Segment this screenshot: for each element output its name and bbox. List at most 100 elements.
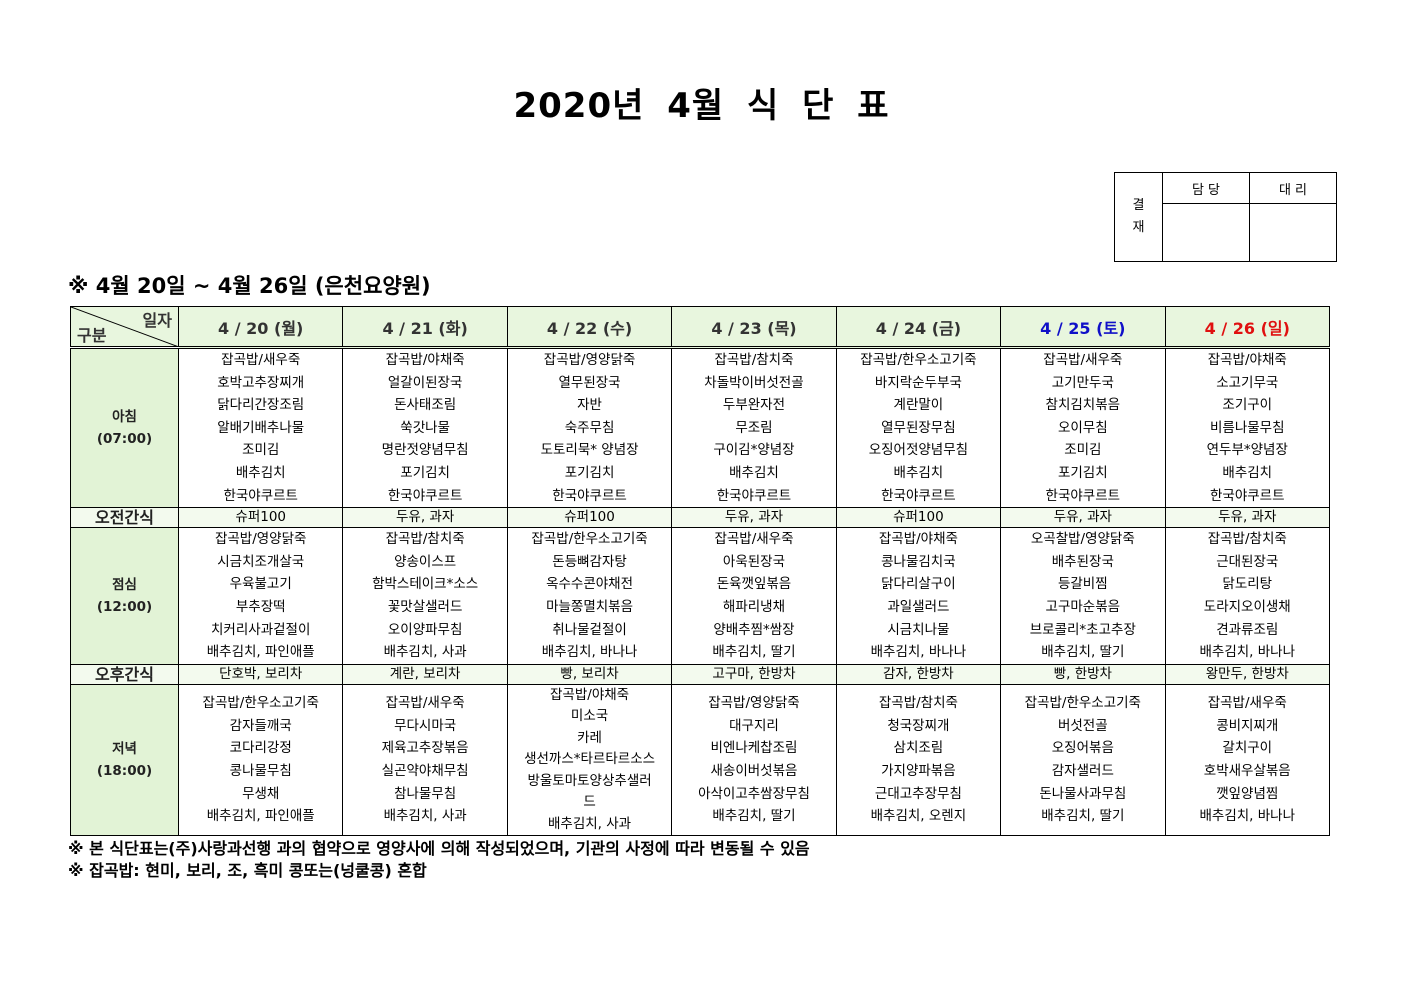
- menu-item: 두유, 과자: [724, 509, 784, 526]
- menu-item: 무다시마국: [394, 717, 457, 734]
- menu-item: 잡곡밥/새우죽: [385, 695, 465, 712]
- menu-cell: 잡곡밥/참치죽 청국장찌개 삼치조림 가지양파볶음 근대고추장무침 배추김치, 오렌지: [835, 683, 1002, 837]
- menu-item: 배추김치, 딸기: [712, 644, 796, 661]
- menu-item: 견과류조림: [1216, 621, 1279, 638]
- meal-label: 점심 (12:00): [70, 527, 179, 665]
- menu-item: 잡곡밥/새우죽: [714, 531, 794, 548]
- menu-item: 배추된장국: [1051, 553, 1114, 570]
- menu-item: 비름나물무침: [1210, 419, 1285, 436]
- menu-cell: 오곡찰밥/영양닭죽 배추된장국 등갈비찜 고구마순볶음 브로콜리*초고추장 배추김치, 딸…: [1000, 527, 1166, 665]
- menu-cell: 단호박, 보리차: [177, 663, 344, 685]
- menu-cell: 빵, 한방차: [1000, 663, 1166, 685]
- menu-cell: 잡곡밥/참치죽 차돌박이버섯전골 두부완자전 무조림 구이김*양념장 배추김치 한국야쿠르트: [671, 346, 837, 509]
- menu-cell: 잡곡밥/영양닭죽 대구지리 비엔나케찹조림 새송이버섯볶음 아삭이고추쌈장무침 배추김치,…: [671, 683, 837, 837]
- menu-item: 배추김치, 사과: [548, 815, 632, 832]
- menu-cell: 계란, 보리차: [342, 663, 508, 685]
- menu-item: 가지양파볶음: [881, 762, 956, 779]
- menu-item: 계란말이: [893, 397, 944, 414]
- footnote: ※ 잡곡밥: 현미, 보리, 조, 흑미 콩또는(넝쿨콩) 혼합: [68, 861, 427, 880]
- menu-item: 조기구이: [1222, 397, 1273, 414]
- menu-item: 오이양파무침: [387, 621, 463, 638]
- menu-item: 참치김치볶음: [1045, 397, 1121, 414]
- menu-item: 청국장찌개: [887, 717, 950, 734]
- menu-item: 알배기배추나물: [217, 419, 305, 436]
- menu-item: 버섯전골: [1057, 717, 1108, 734]
- approval-sign-deputy[interactable]: [1249, 203, 1337, 262]
- menu-cell: 잡곡밥/새우죽 호박고추장찌개 닭다리간장조림 알배기배추나물 조미김 배추김치 한국야쿠르…: [177, 346, 344, 509]
- menu-item: 잡곡밥/영양닭죽: [708, 695, 800, 712]
- menu-item: 배추김치, 오렌지: [870, 808, 967, 825]
- menu-cell: 감자, 한방차: [835, 663, 1002, 685]
- menu-item: 자반: [577, 397, 602, 414]
- menu-item: 잡곡밥/참치죽: [385, 531, 465, 548]
- menu-item: 미소국: [570, 708, 609, 725]
- menu-item: 무조림: [735, 419, 773, 436]
- menu-item: 두유, 과자: [396, 509, 455, 526]
- menu-item: 새송이버섯볶음: [710, 762, 798, 779]
- menu-item: 과일샐러드: [887, 598, 950, 615]
- menu-item: 배추김치, 바나나: [870, 644, 967, 661]
- menu-item: 돈사태조림: [394, 397, 457, 414]
- menu-item: 실곤약야채무침: [381, 762, 469, 779]
- menu-item: 왕만두, 한방차: [1205, 665, 1289, 682]
- menu-cell: 두유, 과자: [342, 507, 508, 529]
- corner-date-label: 일자: [142, 311, 172, 330]
- diagonal-divider: [71, 307, 179, 347]
- meal-label: 저녁 (18:00): [70, 683, 179, 837]
- approval-header-manager: 담 당: [1162, 172, 1250, 204]
- day-header: 4 / 23 (목): [671, 306, 837, 349]
- menu-item: 배추김치, 바나나: [1199, 644, 1296, 661]
- menu-item: 배추김치: [729, 464, 779, 481]
- menu-item: 호박고추장찌개: [217, 374, 305, 391]
- menu-item: 소고기무국: [1216, 374, 1279, 391]
- menu-item: 배추김치, 파인애플: [206, 644, 315, 661]
- menu-cell: 왕만두, 한방차: [1164, 663, 1331, 685]
- menu-item: 오곡찰밥/영양닭죽: [1030, 531, 1135, 548]
- menu-cell: 슈퍼100: [506, 507, 673, 529]
- menu-item: 취나물겉절이: [552, 621, 627, 638]
- menu-item: 감자샐러드: [1051, 762, 1114, 779]
- meal-name: 저녁: [112, 740, 137, 757]
- approval-header-deputy: 대 리: [1249, 172, 1337, 204]
- menu-item: 잡곡밥/새우죽: [221, 352, 301, 368]
- menu-item: 잡곡밥/한우소고기죽: [202, 695, 319, 712]
- menu-item: 마늘쫑멸치볶음: [546, 598, 634, 615]
- menu-item: 열무된장국: [558, 374, 621, 391]
- meal-time: (12:00): [96, 598, 153, 615]
- menu-cell: 슈퍼100: [177, 507, 344, 529]
- menu-item: 제육고추장볶음: [381, 740, 469, 757]
- menu-item: 시금치나물: [887, 621, 950, 638]
- meal-row-pm-snack: 오후간식 단호박, 보리차 계란, 보리차 빵, 보리차 고구마, 한방차 감자, 한방차…: [70, 663, 1331, 685]
- menu-item: 잡곡밥/참치죽: [1207, 531, 1287, 548]
- menu-item: 한국야쿠르트: [387, 487, 463, 504]
- menu-item: 아욱된장국: [722, 553, 786, 570]
- menu-item: 한국야쿠르트: [881, 487, 956, 504]
- meal-row-lunch: 점심 (12:00) 잡곡밥/영양닭죽 시금치조개살국 우육불고기 부추장떡 치커리사과겉절…: [70, 527, 1331, 665]
- menu-cell: 빵, 보리차: [506, 663, 673, 685]
- menu-item: 빵, 한방차: [1053, 665, 1112, 682]
- menu-cell: 잡곡밥/영양닭죽 열무된장국 자반 숙주무침 도토리묵* 양념장 포기김치 한국야쿠르트: [506, 346, 673, 509]
- menu-item: 고구마순볶음: [1045, 598, 1121, 615]
- meal-label: 아침 (07:00): [70, 346, 179, 509]
- menu-cell: 잡곡밥/참치죽 양송이스프 함박스테이크*소스 꽃맛살샐러드 오이양파무침 배추김치, 사…: [342, 527, 508, 665]
- menu-cell: 잡곡밥/새우죽 아욱된장국 돈육깻잎볶음 해파리냉채 양배추찜*쌈장 배추김치, 딸기: [671, 527, 837, 665]
- menu-item: 배추김치, 딸기: [1041, 644, 1125, 661]
- menu-item: 두유, 과자: [1053, 509, 1112, 526]
- menu-item: 잡곡밥/참치죽: [714, 352, 794, 368]
- menu-item: 빵, 보리차: [560, 665, 619, 682]
- menu-item: 잡곡밥/한우소고기죽: [860, 352, 977, 368]
- menu-cell: 두유, 과자: [1164, 507, 1331, 529]
- menu-item: 쑥갓나물: [400, 419, 450, 436]
- menu-item: 구이김*양념장: [713, 442, 795, 459]
- menu-cell: 잡곡밥/야채죽 소고기무국 조기구이 비름나물무침 연두부*양념장 배추김치 한국야쿠르트: [1164, 346, 1331, 509]
- menu-item: 잡곡밥/참치죽: [878, 695, 958, 712]
- menu-table: 일자 구분 4 / 20 (월) 4 / 21 (화) 4 / 22 (수) 4 / …: [70, 306, 1331, 837]
- menu-item: 방울토마토양상추샐러: [527, 772, 652, 789]
- day-header: 4 / 22 (수): [506, 306, 673, 349]
- menu-item: 연두부*양념장: [1206, 442, 1288, 459]
- menu-item: 두부완자전: [722, 397, 786, 414]
- approval-label-line: 결: [1132, 198, 1145, 213]
- approval-sign-manager[interactable]: [1162, 203, 1250, 262]
- menu-item: 배추김치, 사과: [383, 644, 467, 661]
- menu-item: 슈퍼100: [893, 509, 944, 526]
